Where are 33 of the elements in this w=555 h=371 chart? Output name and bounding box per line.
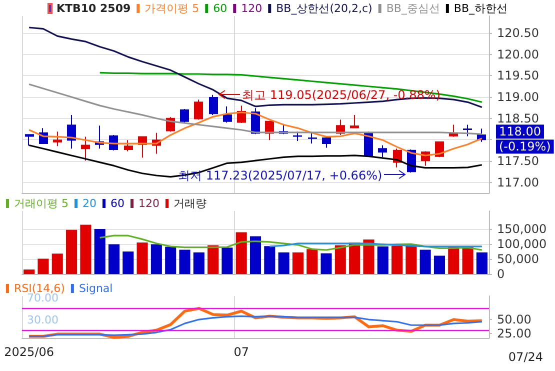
text: 118.00 bbox=[499, 124, 541, 139]
legend-label: RSI(14,6) bbox=[14, 282, 65, 295]
x-tick-label: 07 bbox=[234, 345, 249, 359]
y-tick-label: 50.00 bbox=[497, 312, 532, 327]
y-tick-label: 118.50 bbox=[497, 111, 539, 126]
text: 07/24 bbox=[508, 350, 544, 364]
legend-label: 60 bbox=[213, 2, 228, 15]
y-tick-label: 119.50 bbox=[497, 68, 539, 83]
legend-label: 60 bbox=[110, 197, 124, 210]
y-tick-label: 119.00 bbox=[497, 90, 539, 104]
y-tick-label: 0 bbox=[497, 267, 505, 281]
y-tick-label: 150,000 bbox=[497, 222, 547, 236]
legend-label: BB_하한선 bbox=[454, 2, 508, 15]
legend-label: 거래이평 5 bbox=[14, 197, 68, 210]
y-tick-label: 100,000 bbox=[497, 237, 547, 251]
legend-label: KTB10 2509 bbox=[56, 2, 131, 15]
y-tick-label: 117.50 bbox=[497, 154, 539, 168]
legend-label: BB_상한선(20,2,c) bbox=[276, 2, 372, 15]
y-tick-label: 120.00 bbox=[497, 47, 539, 62]
legend-label: 거래량 bbox=[173, 197, 206, 210]
legend-label: 20 bbox=[82, 197, 96, 210]
legend-label: 120 bbox=[241, 2, 262, 15]
legend-label: 120 bbox=[138, 197, 160, 210]
y-tick-label: 117.00 bbox=[497, 175, 539, 190]
legend-label: Signal bbox=[78, 282, 113, 295]
x-tick-label: 2025/06 bbox=[4, 345, 54, 359]
y-tick-label: 50,000 bbox=[497, 252, 539, 266]
y-tick-label: 120.50 bbox=[497, 26, 539, 40]
legend-label: BB_중심선 bbox=[386, 2, 440, 15]
y-tick-label: 25.00 bbox=[497, 326, 532, 341]
legend-label: 가격이평 5 bbox=[144, 2, 200, 15]
ref-line-label: 30.00 bbox=[27, 314, 58, 327]
text: (-0.19%) bbox=[499, 140, 551, 154]
